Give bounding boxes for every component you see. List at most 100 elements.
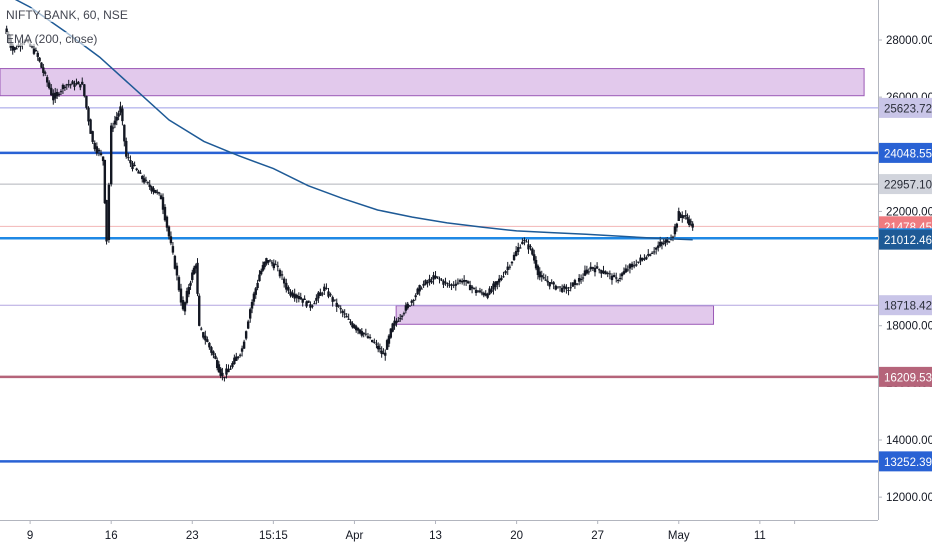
candle-body (375, 343, 378, 345)
candle-body (233, 357, 236, 365)
candle-body (558, 286, 562, 288)
candle-body (240, 348, 244, 352)
candle-body (514, 250, 518, 256)
candle-body (229, 368, 232, 370)
candle-body (654, 247, 658, 250)
candle-body (422, 283, 425, 286)
candle-body (385, 340, 389, 350)
candle-body (589, 266, 592, 270)
candle-body (85, 96, 88, 108)
candle-body (135, 168, 138, 171)
candle-body (46, 77, 49, 83)
candle-body (468, 284, 472, 291)
candle-body (258, 274, 261, 282)
candle-body (517, 247, 520, 252)
zone-rect (0, 68, 865, 97)
candle-body (131, 162, 134, 170)
candle-body (420, 288, 423, 290)
candle-body (48, 82, 51, 89)
candle-body (319, 292, 322, 296)
candle-body (635, 264, 638, 266)
candle-body (418, 285, 421, 292)
candle-body (345, 316, 348, 318)
y-tick-label: 18000.00 (886, 321, 932, 333)
candle-body (659, 241, 662, 247)
candle-body (115, 116, 118, 121)
candle-body (500, 277, 503, 280)
price-badge-label: 25623.72 (884, 103, 932, 115)
candle-body (109, 125, 113, 185)
candle-body (536, 265, 540, 276)
candle-body (354, 326, 358, 331)
candle-body (534, 260, 538, 269)
x-tick-label: 20 (510, 530, 523, 542)
candle-body (353, 324, 356, 329)
candle-body (442, 280, 445, 285)
candle-body (432, 275, 435, 280)
candle-body (615, 277, 618, 279)
candle-body (34, 50, 38, 52)
candle-body (438, 278, 441, 280)
candle-body (538, 271, 541, 278)
candle-body (554, 285, 557, 290)
candle-body (248, 309, 252, 319)
candle-body (583, 270, 587, 276)
candle-body (373, 341, 376, 343)
candle-body (137, 171, 140, 174)
candle-body (183, 302, 187, 312)
candle-body (408, 305, 411, 307)
candle-body (612, 274, 616, 278)
candle-body (43, 72, 47, 74)
candle-body (121, 108, 124, 122)
candle-body (529, 246, 532, 248)
candle-body (548, 282, 551, 287)
candle-body (142, 178, 146, 183)
candle-body (384, 352, 387, 356)
candle-body (458, 280, 462, 282)
candle-body (577, 277, 581, 282)
candle-body (238, 354, 242, 356)
candle-body (280, 274, 284, 276)
candle-body (291, 292, 294, 297)
candle-body (565, 286, 568, 290)
ema-line (14, 0, 693, 241)
candle-body (474, 289, 478, 293)
candle-body (59, 91, 63, 93)
candle-body (510, 261, 514, 264)
candle-body (630, 263, 634, 268)
candle-body (194, 265, 197, 269)
candle-body (639, 257, 642, 262)
candle-body (496, 281, 499, 285)
candle-body (223, 377, 226, 379)
candle-body (521, 241, 524, 244)
candle-body (91, 131, 94, 142)
candle-body (196, 262, 199, 294)
candle-body (97, 149, 101, 152)
candle-body (416, 288, 419, 295)
candle-body (265, 258, 268, 264)
candle-body (368, 336, 372, 339)
candle-body (673, 226, 677, 235)
candle-body (200, 328, 203, 330)
candle-body (569, 287, 572, 289)
candle-body (95, 146, 99, 154)
x-tick-label: May (668, 530, 690, 542)
candle-body (113, 120, 117, 125)
candle-body (73, 84, 76, 87)
candle-body (214, 355, 217, 359)
candle-body (652, 251, 656, 253)
candle-body (540, 275, 543, 278)
candle-body (333, 299, 336, 301)
candle-body (486, 293, 489, 298)
candle-body (448, 284, 451, 286)
candle-body (250, 302, 254, 309)
price-badge (879, 451, 932, 472)
candle-body (55, 91, 59, 97)
symbol-label: NIFTY BANK, 60, NSE (6, 8, 128, 22)
candle-body (402, 313, 406, 315)
y-tick-label: 12000.00 (886, 492, 932, 504)
candle-body (620, 273, 624, 277)
candle-body (81, 81, 84, 85)
candle-body (667, 241, 671, 243)
